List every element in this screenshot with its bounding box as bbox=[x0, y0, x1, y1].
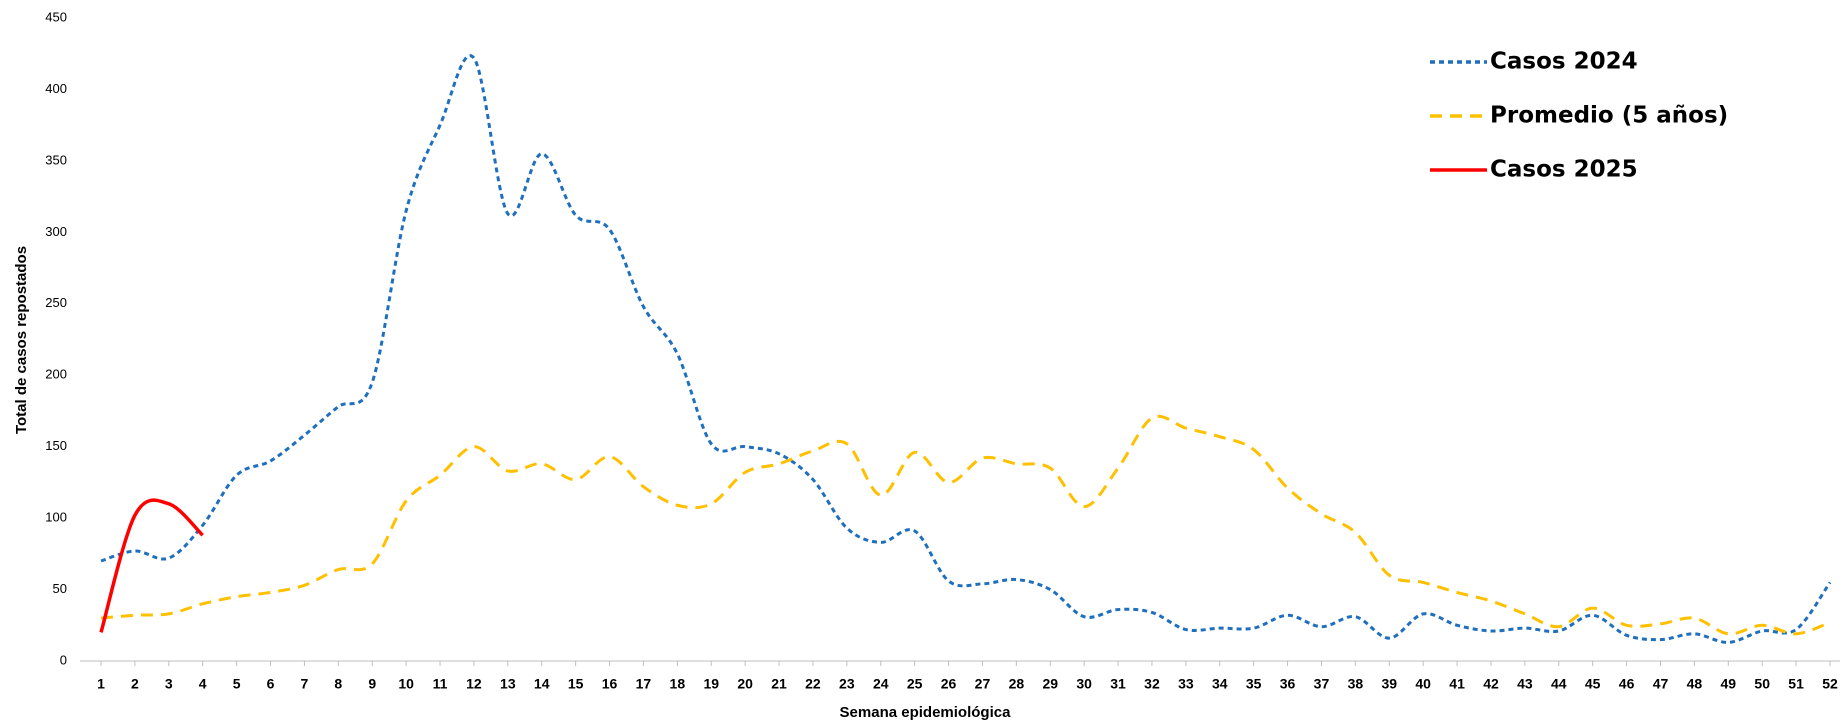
x-tick-label: 16 bbox=[602, 676, 618, 692]
x-tick-label: 4 bbox=[199, 676, 207, 692]
x-tick-label: 42 bbox=[1483, 676, 1499, 692]
series-line bbox=[100, 54, 1832, 644]
x-tick-label: 19 bbox=[703, 676, 719, 692]
x-tick-label: 27 bbox=[975, 676, 991, 692]
x-tick-label: 38 bbox=[1348, 676, 1364, 692]
y-tick-label: 300 bbox=[45, 224, 67, 239]
legend-label: Casos 2024 bbox=[1490, 49, 1638, 75]
legend-label: Promedio (5 años) bbox=[1490, 103, 1728, 129]
x-tick-label: 41 bbox=[1449, 676, 1465, 692]
x-tick-label: 18 bbox=[670, 676, 686, 692]
x-tick-label: 9 bbox=[368, 676, 376, 692]
x-tick-label: 24 bbox=[873, 676, 889, 692]
x-tick-label: 31 bbox=[1110, 676, 1126, 692]
y-tick-label: 100 bbox=[45, 510, 67, 525]
series-line bbox=[100, 414, 1831, 636]
x-tick-label: 49 bbox=[1721, 676, 1737, 692]
y-tick-label: 450 bbox=[45, 9, 67, 24]
series-line bbox=[99, 498, 204, 633]
x-tick-label: 5 bbox=[233, 676, 241, 692]
x-tick-label: 25 bbox=[907, 676, 923, 692]
x-tick-label: 48 bbox=[1687, 676, 1703, 692]
x-tick-label: 45 bbox=[1585, 676, 1601, 692]
x-tick-label: 40 bbox=[1415, 676, 1431, 692]
x-tick-label: 29 bbox=[1042, 676, 1058, 692]
x-axis-label: Semana epidemiológica bbox=[840, 704, 1012, 721]
x-tick-label: 20 bbox=[737, 676, 753, 692]
x-tick-label: 33 bbox=[1178, 676, 1194, 692]
x-tick-label: 13 bbox=[500, 676, 516, 692]
x-tick-label: 15 bbox=[568, 676, 584, 692]
x-tick-label: 2 bbox=[131, 676, 139, 692]
x-tick-label: 8 bbox=[334, 676, 342, 692]
x-tick-label: 11 bbox=[433, 676, 448, 692]
x-tick-label: 7 bbox=[301, 676, 309, 692]
x-tick-label: 22 bbox=[805, 676, 821, 692]
x-tick-label: 30 bbox=[1076, 676, 1092, 692]
y-tick-label: 250 bbox=[45, 295, 67, 310]
y-tick-label: 50 bbox=[53, 581, 67, 596]
x-tick-label: 35 bbox=[1246, 676, 1262, 692]
x-tick-label: 50 bbox=[1754, 676, 1770, 692]
x-tick-label: 1 bbox=[97, 676, 105, 692]
x-tick-label: 34 bbox=[1212, 676, 1228, 692]
x-tick-label: 23 bbox=[839, 676, 855, 692]
x-tick-label: 10 bbox=[398, 676, 414, 692]
x-tick-label: 17 bbox=[636, 676, 652, 692]
x-tick-label: 47 bbox=[1653, 676, 1669, 692]
x-tick-label: 39 bbox=[1381, 676, 1397, 692]
x-tick-label: 26 bbox=[941, 676, 957, 692]
x-tick-label: 37 bbox=[1314, 676, 1330, 692]
x-tick-label: 3 bbox=[165, 676, 173, 692]
y-tick-label: 350 bbox=[45, 152, 67, 167]
legend-label: Casos 2025 bbox=[1490, 157, 1638, 183]
x-tick-label: 32 bbox=[1144, 676, 1160, 692]
x-tick-label: 12 bbox=[466, 676, 482, 692]
y-tick-label: 400 bbox=[45, 81, 67, 96]
y-tick-label: 0 bbox=[60, 652, 67, 667]
x-tick-label: 44 bbox=[1551, 676, 1567, 692]
x-tick-label: 14 bbox=[534, 676, 550, 692]
y-axis-label: Total de casos repostados bbox=[13, 246, 30, 434]
x-tick-label: 46 bbox=[1619, 676, 1635, 692]
x-tick-label: 51 bbox=[1788, 676, 1804, 692]
x-tick-label: 36 bbox=[1280, 676, 1296, 692]
y-tick-label: 200 bbox=[45, 367, 67, 382]
x-tick-label: 28 bbox=[1009, 676, 1025, 692]
x-tick-label: 43 bbox=[1517, 676, 1533, 692]
x-tick-label: 21 bbox=[771, 676, 787, 692]
y-tick-label: 150 bbox=[45, 438, 67, 453]
x-tick-label: 6 bbox=[267, 676, 275, 692]
x-tick-label: 52 bbox=[1822, 676, 1838, 692]
